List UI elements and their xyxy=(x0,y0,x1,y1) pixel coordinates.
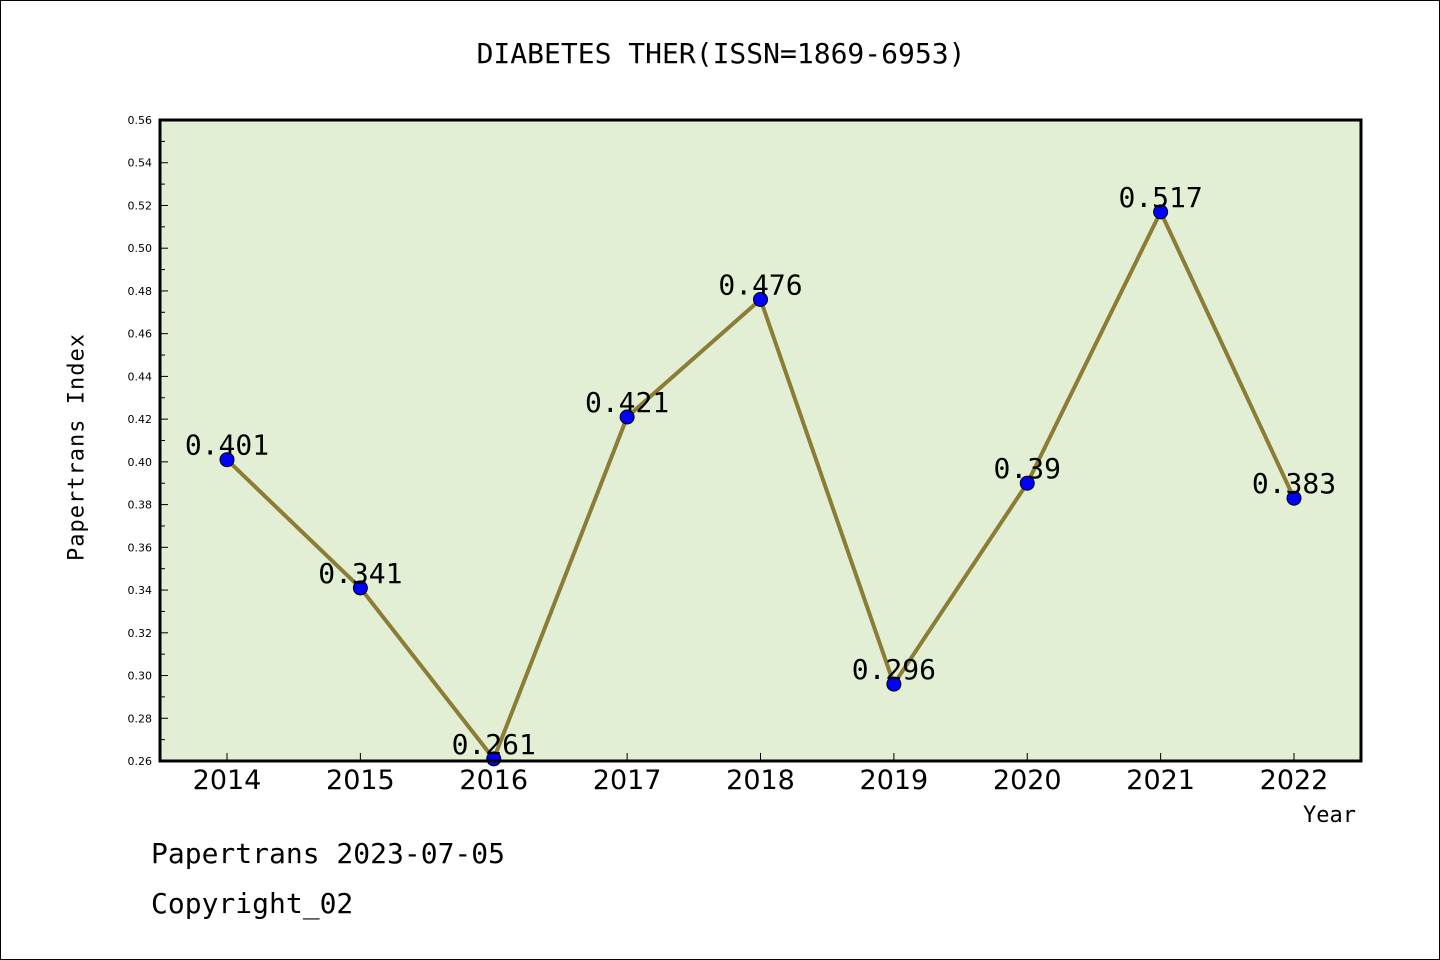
y-tick-label: 0.28 xyxy=(128,712,153,725)
x-tick-label: 2014 xyxy=(193,765,262,796)
data-label: 0.421 xyxy=(585,386,669,419)
y-tick-label: 0.42 xyxy=(128,413,153,426)
data-label: 0.261 xyxy=(452,728,536,761)
x-tick-label: 2017 xyxy=(593,765,662,796)
x-tick-label: 2020 xyxy=(993,765,1062,796)
y-tick-label: 0.52 xyxy=(128,199,153,212)
x-axis-label: Year xyxy=(1303,803,1356,828)
data-point xyxy=(352,580,368,596)
data-point xyxy=(1153,204,1169,220)
data-point xyxy=(886,676,902,692)
data-label: 0.341 xyxy=(318,557,402,590)
plot-border xyxy=(158,118,1363,763)
data-label: 0.39 xyxy=(994,452,1061,485)
y-tick-label: 0.44 xyxy=(128,370,153,383)
x-tick-label: 2016 xyxy=(459,765,528,796)
x-tick-label: 2022 xyxy=(1260,765,1329,796)
y-tick-label: 0.34 xyxy=(128,584,153,597)
data-point xyxy=(1286,490,1302,506)
data-label: 0.296 xyxy=(852,653,936,686)
y-tick-label: 0.32 xyxy=(128,627,153,640)
data-point xyxy=(219,452,235,468)
data-label: 0.383 xyxy=(1252,467,1336,500)
data-label: 0.401 xyxy=(185,429,269,462)
footer-copyright: Copyright_02 xyxy=(151,887,354,920)
y-tick-label: 0.56 xyxy=(128,114,153,127)
y-tick-label: 0.46 xyxy=(128,328,153,341)
x-tick-label: 2019 xyxy=(860,765,929,796)
y-tick-label: 0.30 xyxy=(128,670,153,683)
data-label: 0.517 xyxy=(1118,181,1202,214)
x-tick-label: 2018 xyxy=(726,765,795,796)
data-point xyxy=(753,291,768,307)
y-tick-label: 0.36 xyxy=(128,541,153,554)
y-tick-label: 0.54 xyxy=(128,157,153,170)
data-point xyxy=(1019,475,1035,491)
x-tick-label: 2015 xyxy=(326,765,395,796)
y-tick-label: 0.26 xyxy=(128,755,153,768)
y-tick-label: 0.40 xyxy=(128,456,153,469)
x-tick-label: 2021 xyxy=(1126,765,1195,796)
data-point xyxy=(619,409,635,425)
chart-title: DIABETES THER(ISSN=1869-6953) xyxy=(476,37,966,70)
data-label: 0.476 xyxy=(718,268,802,301)
y-tick-label: 0.50 xyxy=(128,242,153,255)
footer-date: Papertrans 2023-07-05 xyxy=(151,837,506,870)
y-tick-label: 0.38 xyxy=(128,499,153,512)
y-tick-label: 0.48 xyxy=(128,285,153,298)
plot-area xyxy=(160,120,1361,761)
